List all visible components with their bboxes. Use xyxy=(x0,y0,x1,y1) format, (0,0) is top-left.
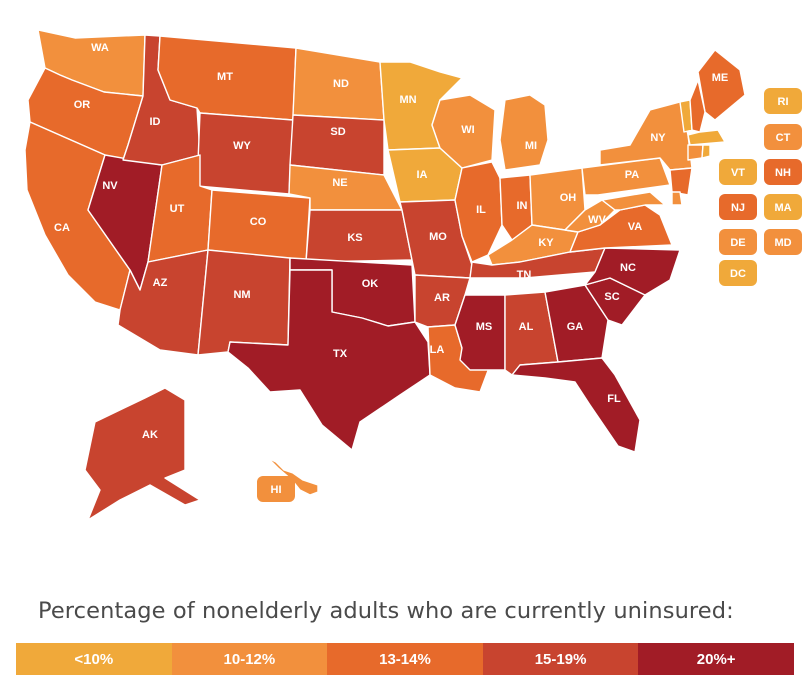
state-label-ks: KS xyxy=(347,232,362,244)
state-ri xyxy=(701,144,711,159)
state-label-id: ID xyxy=(150,116,161,128)
state-label-mn: MN xyxy=(399,94,416,106)
state-label-in: IN xyxy=(517,200,528,212)
svg-text:DE: DE xyxy=(730,237,745,249)
state-badge-ri: RI xyxy=(764,88,802,114)
state-wy xyxy=(196,112,294,195)
state-label-la: LA xyxy=(430,344,445,356)
state-badge-hi: HI xyxy=(257,476,295,502)
state-md xyxy=(601,191,666,211)
state-label-wa: WA xyxy=(91,42,109,54)
svg-text:NJ: NJ xyxy=(731,202,745,214)
state-label-ca: CA xyxy=(54,222,70,234)
state-label-al: AL xyxy=(519,321,534,333)
state-badge-ma: MA xyxy=(764,194,802,220)
svg-text:MA: MA xyxy=(774,202,791,214)
legend-bar: <10% 10-12% 13-14% 15-19% 20%+ xyxy=(16,643,794,675)
state-label-ut: UT xyxy=(170,203,185,215)
state-de xyxy=(671,191,683,206)
state-label-pa: PA xyxy=(625,169,640,181)
svg-text:NH: NH xyxy=(775,167,791,179)
state-label-sc: SC xyxy=(604,291,619,303)
svg-text:VT: VT xyxy=(731,167,745,179)
state-label-ok: OK xyxy=(362,278,379,290)
state-label-or: OR xyxy=(74,99,91,111)
state-label-nv: NV xyxy=(102,180,118,192)
state-labels-layer: WA OR CA NV ID MT WY UT CO AZ NM ND SD NE KS OK TX MN IA MO… xyxy=(54,42,728,441)
state-badge-vt: VT xyxy=(719,159,757,185)
us-choropleth-map: WA OR CA NV ID MT WY UT CO AZ NM ND SD NE KS OK TX MN IA MO… xyxy=(24,29,802,521)
state-nh xyxy=(689,79,706,133)
state-label-az: AZ xyxy=(153,277,168,289)
state-label-il: IL xyxy=(476,204,486,216)
legend-item-lt10: <10% xyxy=(16,643,172,675)
state-mi xyxy=(499,94,549,171)
legend-item-13to14: 13-14% xyxy=(327,643,483,675)
state-nc xyxy=(584,247,681,296)
state-ct xyxy=(687,144,704,161)
state-label-co: CO xyxy=(250,216,267,228)
state-badge-nh: NH xyxy=(764,159,802,185)
state-label-ak: AK xyxy=(142,429,158,441)
state-label-sd: SD xyxy=(330,126,345,138)
state-va xyxy=(569,204,673,253)
svg-text:MD: MD xyxy=(774,237,791,249)
legend-title: Percentage of nonelderly adults who are … xyxy=(38,598,734,624)
state-ak xyxy=(84,387,201,521)
state-badge-dc: DC xyxy=(719,260,757,286)
state-label-nm: NM xyxy=(233,289,250,301)
state-label-tx: TX xyxy=(333,348,348,360)
state-label-me: ME xyxy=(712,72,729,84)
state-label-wv: WV xyxy=(588,214,606,226)
legend-item-10to12: 10-12% xyxy=(171,643,328,675)
state-ga xyxy=(544,284,609,363)
svg-text:CT: CT xyxy=(776,132,791,144)
state-label-fl: FL xyxy=(607,393,621,405)
state-label-ar: AR xyxy=(434,292,450,304)
state-label-mo: MO xyxy=(429,231,447,243)
state-nj xyxy=(669,167,693,196)
state-label-va: VA xyxy=(628,221,643,233)
svg-text:HI: HI xyxy=(271,484,282,496)
state-fl xyxy=(511,357,641,453)
state-badge-de: DE xyxy=(719,229,757,255)
state-label-ny: NY xyxy=(650,132,666,144)
state-label-ky: KY xyxy=(538,237,554,249)
state-nm xyxy=(197,249,291,356)
state-tx xyxy=(227,269,431,451)
state-label-tn: TN xyxy=(517,269,532,281)
state-badge-nj: NJ xyxy=(719,194,757,220)
state-wi xyxy=(431,94,496,169)
legend-item-20plus: 20%+ xyxy=(638,643,794,675)
state-ny xyxy=(599,101,693,171)
state-badge-ct: CT xyxy=(764,124,802,150)
states-layer xyxy=(24,29,746,521)
state-label-wy: WY xyxy=(233,140,251,152)
state-label-wi: WI xyxy=(461,124,474,136)
state-label-ne: NE xyxy=(332,177,347,189)
state-label-ga: GA xyxy=(567,321,584,333)
state-label-mt: MT xyxy=(217,71,233,83)
state-ma xyxy=(687,129,726,146)
state-label-ms: MS xyxy=(476,321,493,333)
svg-text:RI: RI xyxy=(778,96,789,108)
state-label-mi: MI xyxy=(525,140,537,152)
state-label-ia: IA xyxy=(417,169,428,181)
legend-item-15to19: 15-19% xyxy=(482,643,639,675)
svg-text:DC: DC xyxy=(730,268,746,280)
state-label-nc: NC xyxy=(620,262,636,274)
state-badge-md: MD xyxy=(764,229,802,255)
state-label-oh: OH xyxy=(560,192,577,204)
state-label-nd: ND xyxy=(333,78,349,90)
